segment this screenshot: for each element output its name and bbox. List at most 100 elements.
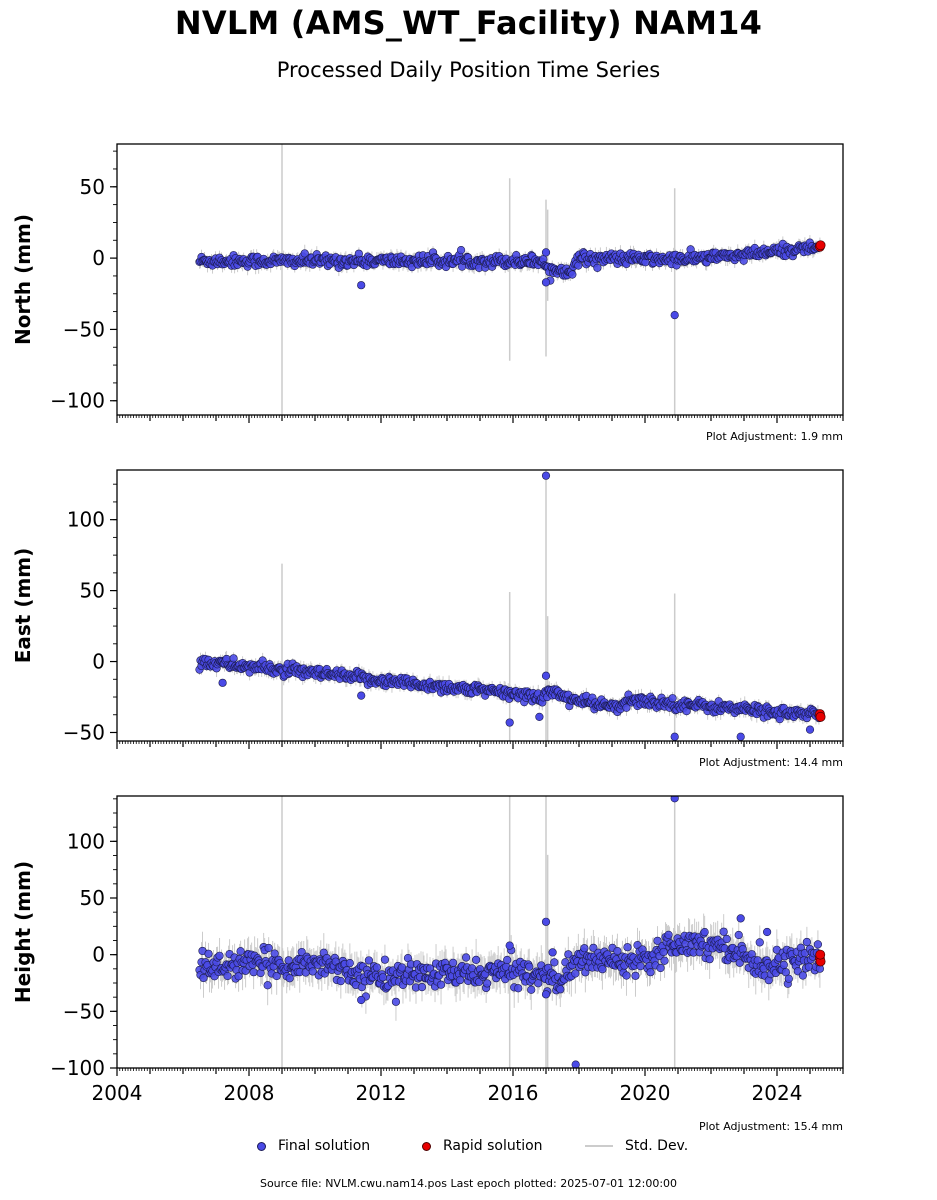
outlier-point: [670, 796, 679, 803]
data-point: [483, 979, 492, 988]
outlier-point: [548, 948, 557, 957]
axes-frame: [116, 469, 844, 742]
data-point: [668, 694, 677, 703]
data-point: [285, 974, 294, 983]
legend: Final solution Rapid solution Std. Dev.: [0, 1138, 937, 1158]
x-tick-label: 2024: [752, 1081, 803, 1105]
plot-adjustment-label: Plot Adjustment: 15.4 mm: [699, 1120, 843, 1133]
data-point: [598, 965, 607, 974]
data-point: [784, 974, 793, 983]
source-footer: Source file: NVLM.cwu.nam14.pos Last epo…: [259, 1177, 678, 1190]
legend-rapid: Rapid solution: [422, 1138, 543, 1154]
data-point: [514, 984, 523, 993]
std-dev-bars: [199, 144, 821, 415]
outlier-point: [571, 1060, 580, 1068]
data-point: [380, 955, 390, 964]
data-point: [802, 937, 811, 947]
final-solution-points: [195, 238, 825, 285]
data-point: [272, 971, 281, 981]
legend-std: Std. Dev.: [585, 1138, 688, 1154]
x-tick-label: 2020: [620, 1081, 671, 1105]
outlier-point: [218, 678, 227, 687]
data-point: [550, 958, 559, 967]
data-point: [372, 963, 382, 972]
data-point: [462, 953, 471, 962]
x-tick-label: 2016: [488, 1081, 539, 1105]
data-point: [308, 967, 317, 976]
rapid-solution-marker-icon: [422, 1141, 431, 1151]
data-point: [417, 983, 427, 992]
data-point: [378, 973, 388, 982]
data-point: [656, 963, 665, 973]
data-point: [813, 940, 822, 949]
data-point: [236, 947, 245, 956]
legend-final-label: Final solution: [278, 1138, 371, 1154]
y-tick-label: 50: [80, 886, 105, 910]
data-point: [345, 959, 354, 968]
data-point: [525, 962, 534, 971]
outlier-point: [541, 278, 551, 287]
panel-2: −50 0 50 100 East (mm) Plot Adjustment: 14.4 …: [11, 469, 844, 769]
data-point: [631, 971, 640, 980]
legend-std-label: Std. Dev.: [625, 1138, 689, 1154]
data-point: [249, 968, 258, 977]
data-point: [448, 958, 458, 967]
outlier-point: [670, 311, 679, 320]
y-axis-label: East (mm): [11, 548, 35, 664]
final-solution-marker-icon: [257, 1141, 266, 1151]
outlier-point: [357, 281, 366, 290]
rapid-point: [815, 949, 826, 960]
chart-subtitle: Processed Daily Position Time Series: [276, 58, 661, 82]
data-point: [659, 947, 668, 957]
data-point: [436, 980, 446, 989]
data-point: [613, 947, 622, 956]
outlier-point: [541, 471, 551, 480]
rapid-point: [815, 711, 826, 722]
y-axis-label: Height (mm): [11, 861, 35, 1003]
data-point: [705, 955, 714, 964]
data-point: [622, 971, 631, 980]
y-tick-label: 0: [92, 943, 105, 967]
data-point: [722, 934, 731, 944]
data-point: [199, 973, 208, 983]
data-point: [623, 943, 632, 952]
data-point: [568, 270, 577, 279]
y-tick-label: −50: [63, 317, 105, 341]
y-tick-label: 100: [67, 508, 105, 532]
y-tick-label: 50: [80, 175, 105, 199]
data-point: [336, 977, 345, 986]
panel-data-area: [195, 144, 826, 415]
outlier-point: [805, 725, 815, 734]
outlier-point: [357, 995, 366, 1005]
outlier-point: [762, 927, 772, 937]
data-point: [664, 930, 673, 939]
data-point: [636, 962, 645, 971]
data-point: [580, 944, 589, 953]
data-point: [391, 997, 401, 1006]
data-point: [734, 930, 743, 940]
data-point: [204, 949, 213, 958]
data-point: [556, 985, 565, 994]
outlier-point: [670, 732, 679, 741]
data-point: [646, 968, 655, 977]
y-tick-label: −100: [50, 389, 105, 413]
data-point: [503, 955, 512, 965]
data-point: [300, 249, 309, 258]
data-point: [798, 971, 807, 980]
y-axis-label: North (mm): [11, 214, 35, 345]
outlier-point: [736, 914, 745, 923]
data-point: [571, 969, 580, 978]
outlier-point: [541, 671, 551, 680]
data-point: [264, 943, 273, 953]
outlier-point: [357, 691, 366, 700]
axes-frame: [116, 143, 844, 416]
outlier-point: [505, 718, 514, 727]
data-point: [215, 951, 224, 960]
outlier-point: [535, 712, 544, 721]
data-point: [755, 938, 764, 947]
data-point: [297, 947, 306, 957]
y-tick-label: 0: [92, 650, 105, 674]
x-tick-label: 2004: [92, 1081, 143, 1105]
panel-data-area: [195, 796, 826, 1068]
final-solution-points: [195, 927, 825, 1006]
